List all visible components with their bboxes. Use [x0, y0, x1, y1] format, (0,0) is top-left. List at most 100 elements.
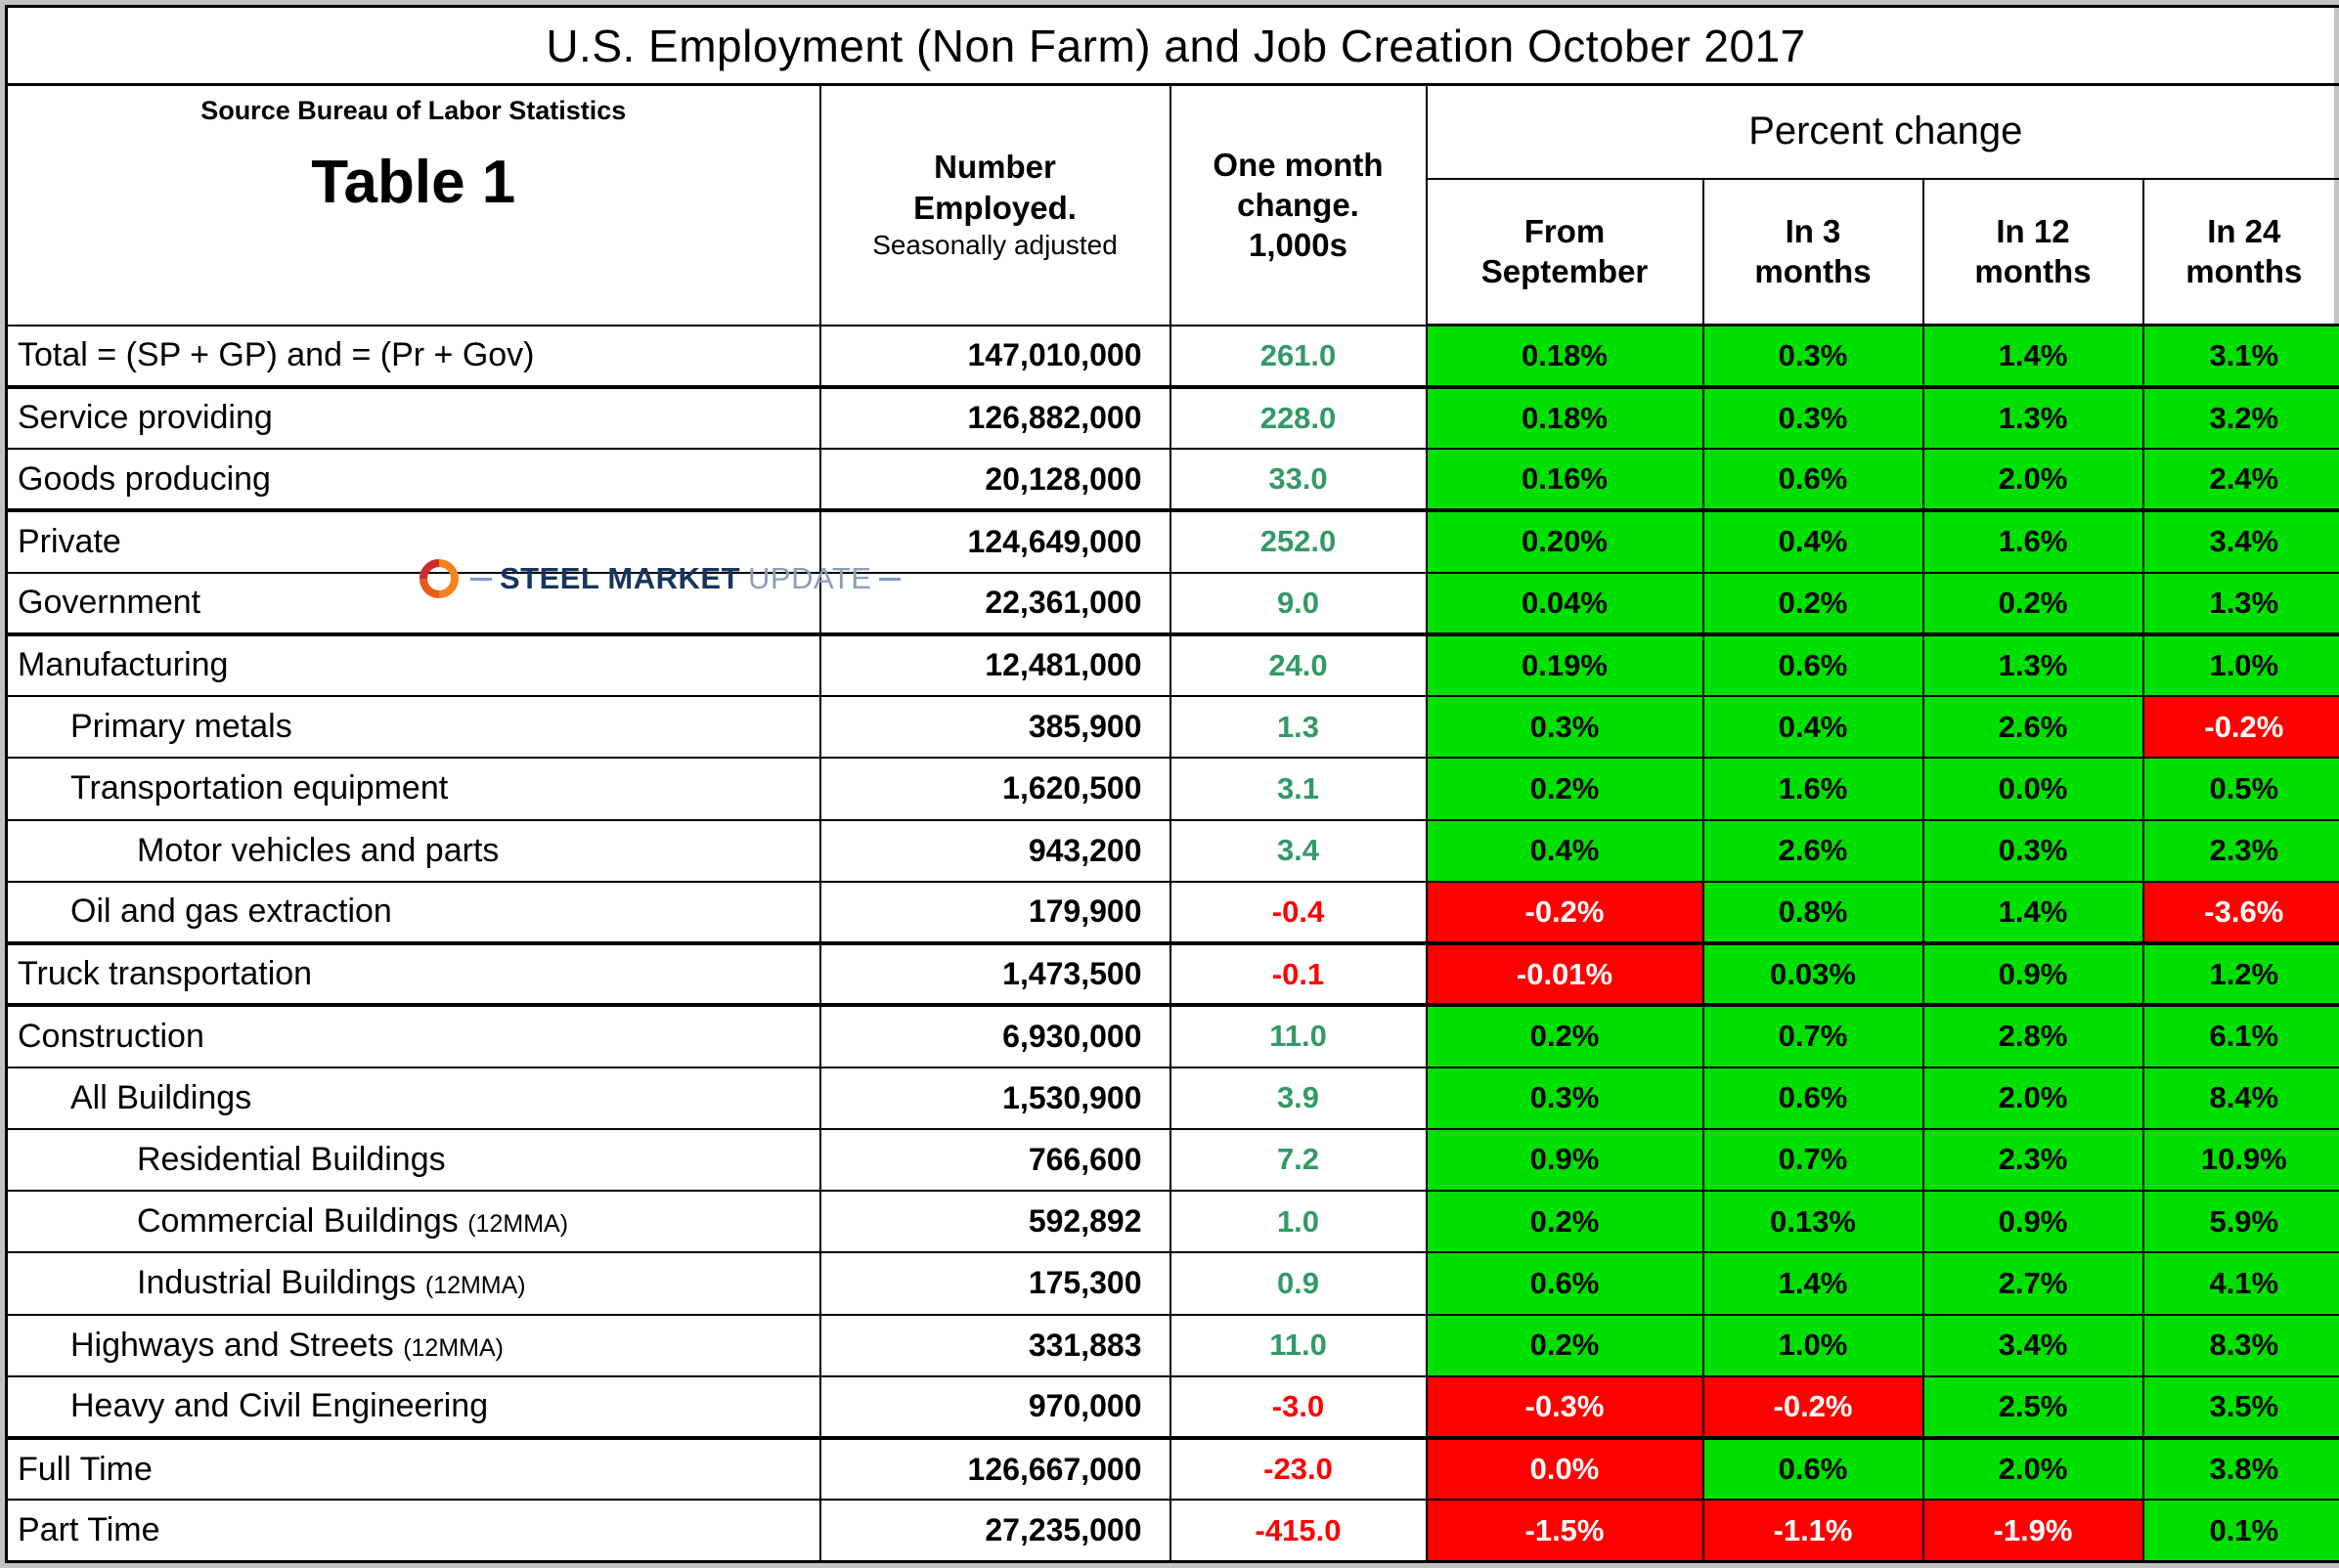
percent-change-cell: 2.8%: [1921, 1003, 2144, 1068]
percent-change-cell: 0.2%: [1425, 1313, 1704, 1377]
table-row: All Buildings 1,530,900 3.9 0.3% 0.6% 2.0% 8.4…: [5, 1066, 2339, 1130]
table-row: Total = (SP + GP) and = (Pr + Gov) 147,01…: [5, 324, 2339, 388]
percent-change-cell: 2.0%: [1921, 447, 2144, 512]
percent-change-cell: 0.4%: [1425, 818, 1704, 883]
table-number-label: Table 1: [311, 149, 516, 216]
percent-change-cell: 0.20%: [1425, 508, 1704, 574]
percent-change-cell: 1.0%: [2141, 632, 2339, 698]
row-label-cell: Construction: [5, 1003, 821, 1068]
percent-change-cell: 1.6%: [1921, 508, 2144, 574]
percent-change-cell: 0.18%: [1425, 324, 1704, 388]
percent-change-cell: 2.3%: [2141, 818, 2339, 883]
one-month-change-cell: 24.0: [1169, 632, 1428, 698]
percent-change-cell: 2.6%: [1921, 694, 2144, 760]
number-employed-cell: 1,530,900: [818, 1066, 1171, 1130]
percent-change-cell: 1.2%: [2141, 940, 2339, 1007]
number-employed-cell: 943,200: [818, 818, 1171, 883]
percent-change-cell: 2.7%: [1921, 1251, 2144, 1316]
header-change-line2: change.: [1237, 187, 1359, 224]
percent-change-cell: 3.1%: [2141, 324, 2339, 388]
percent-change-cell: -3.6%: [2141, 880, 2339, 945]
percent-change-cell: 8.4%: [2141, 1066, 2339, 1130]
row-label: Oil and gas extraction: [70, 893, 392, 931]
number-employed-cell: 12,481,000: [818, 632, 1171, 698]
header-row-sub: From September In 3 months In 12 months …: [7, 177, 2339, 327]
percent-change-cell: 3.5%: [2141, 1374, 2339, 1440]
percent-change-cell: 1.4%: [1701, 1251, 1924, 1316]
one-month-change-cell: -0.4: [1169, 880, 1428, 945]
percent-change-cell: 0.04%: [1425, 571, 1704, 635]
row-label: Service providing: [18, 399, 273, 437]
header-in-3-months: In 3 months: [1701, 177, 1924, 327]
row-label: Goods producing: [18, 459, 271, 498]
number-employed-cell: 970,000: [818, 1374, 1171, 1440]
table-row: Motor vehicles and parts 943,200 3.4 0.4% 2.…: [5, 818, 2339, 883]
table-row: Commercial Buildings (12MMA) 592,892 1.0 0.…: [5, 1189, 2339, 1254]
one-month-change-cell: -0.1: [1169, 940, 1428, 1007]
row-label-cell: Part Time: [5, 1499, 821, 1563]
number-employed-cell: 126,882,000: [818, 384, 1171, 451]
one-month-change-cell: -3.0: [1169, 1374, 1428, 1440]
table-row: Heavy and Civil Engineering 970,000 -3.0 -0…: [5, 1374, 2339, 1440]
percent-change-cell: 0.2%: [1425, 757, 1704, 821]
row-label-cell: Industrial Buildings (12MMA): [5, 1251, 821, 1316]
header-in-12-months-line2: months: [1974, 253, 2092, 290]
percent-change-cell: 0.8%: [1701, 880, 1924, 945]
percent-change-cell: 0.3%: [1921, 818, 2144, 883]
employment-table: U.S. Employment (Non Farm) and Job Creat…: [5, 5, 2339, 1563]
one-month-change-cell: -23.0: [1169, 1435, 1428, 1502]
percent-change-cell: 0.2%: [1425, 1003, 1704, 1068]
one-month-change-cell: 7.2: [1169, 1127, 1428, 1193]
row-label: Residential Buildings: [137, 1140, 446, 1178]
percent-change-cell: -0.2%: [1701, 1374, 1924, 1440]
number-employed-cell: 766,600: [818, 1127, 1171, 1193]
one-month-change-cell: 3.1: [1169, 757, 1428, 821]
table-row: Full Time 126,667,000 -23.0 0.0% 0.6% 2.0% 3.8…: [5, 1435, 2339, 1502]
table-row: Service providing 126,882,000 228.0 0.18% 0.…: [5, 384, 2339, 451]
percent-change-cell: -0.01%: [1425, 940, 1704, 1007]
row-label-cell: Service providing: [5, 384, 821, 451]
percent-change-cell: 0.0%: [1425, 1435, 1704, 1502]
number-employed-cell: 147,010,000: [818, 324, 1171, 388]
percent-change-cell: 1.3%: [1921, 384, 2144, 451]
row-label: Private: [18, 522, 121, 560]
table-row: Manufacturing 12,481,000 24.0 0.19% 0.6% 1.3%…: [5, 632, 2339, 698]
row-label-cell: Highways and Streets (12MMA): [5, 1313, 821, 1377]
percent-change-cell: 0.7%: [1701, 1003, 1924, 1068]
row-label-note: (12MMA): [467, 1210, 569, 1239]
percent-change-cell: 2.0%: [1921, 1435, 2144, 1502]
row-label-cell: Motor vehicles and parts: [5, 818, 821, 883]
number-employed-cell: 179,900: [818, 880, 1171, 945]
one-month-change-cell: 1.0: [1169, 1189, 1428, 1254]
percent-change-cell: 10.9%: [2141, 1127, 2339, 1193]
number-employed-cell: 385,900: [818, 694, 1171, 760]
row-label: Total = (SP + GP) and = (Pr + Gov): [18, 336, 535, 374]
row-label-cell: Total = (SP + GP) and = (Pr + Gov): [5, 324, 821, 388]
one-month-change-cell: 261.0: [1169, 324, 1428, 388]
header-in-24-months-line2: months: [2185, 253, 2303, 290]
percent-change-cell: 3.4%: [2141, 508, 2339, 574]
table-row: Government 22,361,000 9.0 0.04% 0.2% 0.2% 1.3%: [5, 571, 2339, 635]
number-employed-cell: 331,883: [818, 1313, 1171, 1377]
percent-change-cell: 0.3%: [1701, 384, 1924, 451]
number-employed-cell: 1,473,500: [818, 940, 1171, 1007]
row-label: Highways and Streets: [70, 1326, 394, 1364]
header-employed-line2: Employed.: [913, 189, 1077, 226]
percent-change-cell: 1.4%: [1921, 324, 2144, 388]
row-label: Transportation equipment: [70, 769, 449, 807]
percent-change-cell: -0.2%: [2141, 694, 2339, 760]
percent-change-cell: 0.3%: [1701, 324, 1924, 388]
percent-change-cell: 2.6%: [1701, 818, 1924, 883]
number-employed-cell: 124,649,000: [818, 508, 1171, 574]
percent-change-cell: -0.2%: [1425, 880, 1704, 945]
percent-change-cell: 2.4%: [2141, 447, 2339, 512]
table-row: Industrial Buildings (12MMA) 175,300 0.9 0.…: [5, 1251, 2339, 1316]
row-label-note: (12MMA): [424, 1272, 526, 1300]
row-label: Manufacturing: [18, 646, 229, 684]
percent-change-cell: 8.3%: [2141, 1313, 2339, 1377]
percent-change-cell: 0.2%: [1701, 571, 1924, 635]
number-employed-cell: 22,361,000: [818, 571, 1171, 635]
percent-change-cell: 0.5%: [2141, 757, 2339, 821]
percent-change-cell: 0.6%: [1425, 1251, 1704, 1316]
